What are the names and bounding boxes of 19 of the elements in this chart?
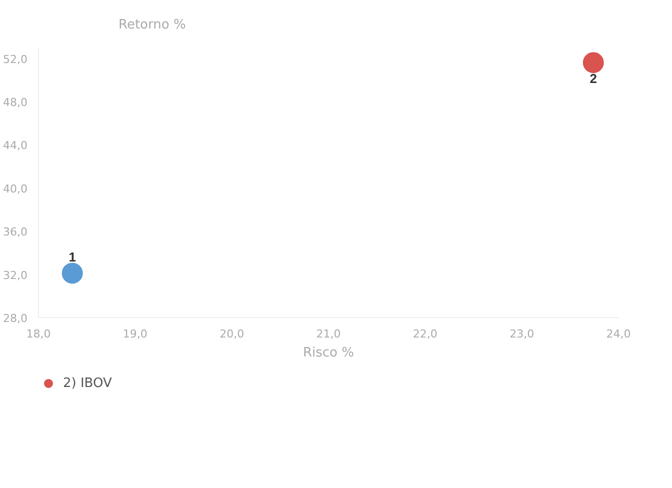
y-tick-label: 32,0 [3,268,28,282]
x-tick-label: 23,0 [510,328,534,340]
annotation: 2 [590,71,597,86]
x-tick-label: 20,0 [220,328,244,340]
x-tick-label: 22,0 [412,328,438,340]
x-tick-label: 19,0 [122,328,148,340]
y-tick-label: 44,0 [3,139,28,152]
y-tick-label: 40,0 [3,182,28,196]
y-tick-label: 36,0 [3,226,28,239]
y-axis-title: Retorno % [118,18,186,32]
y-tick-label: 28,0 [3,312,28,325]
legend-label: 2) IBOV [63,376,112,390]
annotation: 1 [68,250,76,265]
y-tick-label: 52,0 [3,52,28,66]
x-tick-label: 18,0 [26,328,51,340]
y-tick-label: 48,0 [3,96,28,109]
x-tick-label: 21,0 [316,328,341,340]
x-axis-title: Risco % [303,346,354,360]
x-tick-label: 24,0 [606,328,631,340]
